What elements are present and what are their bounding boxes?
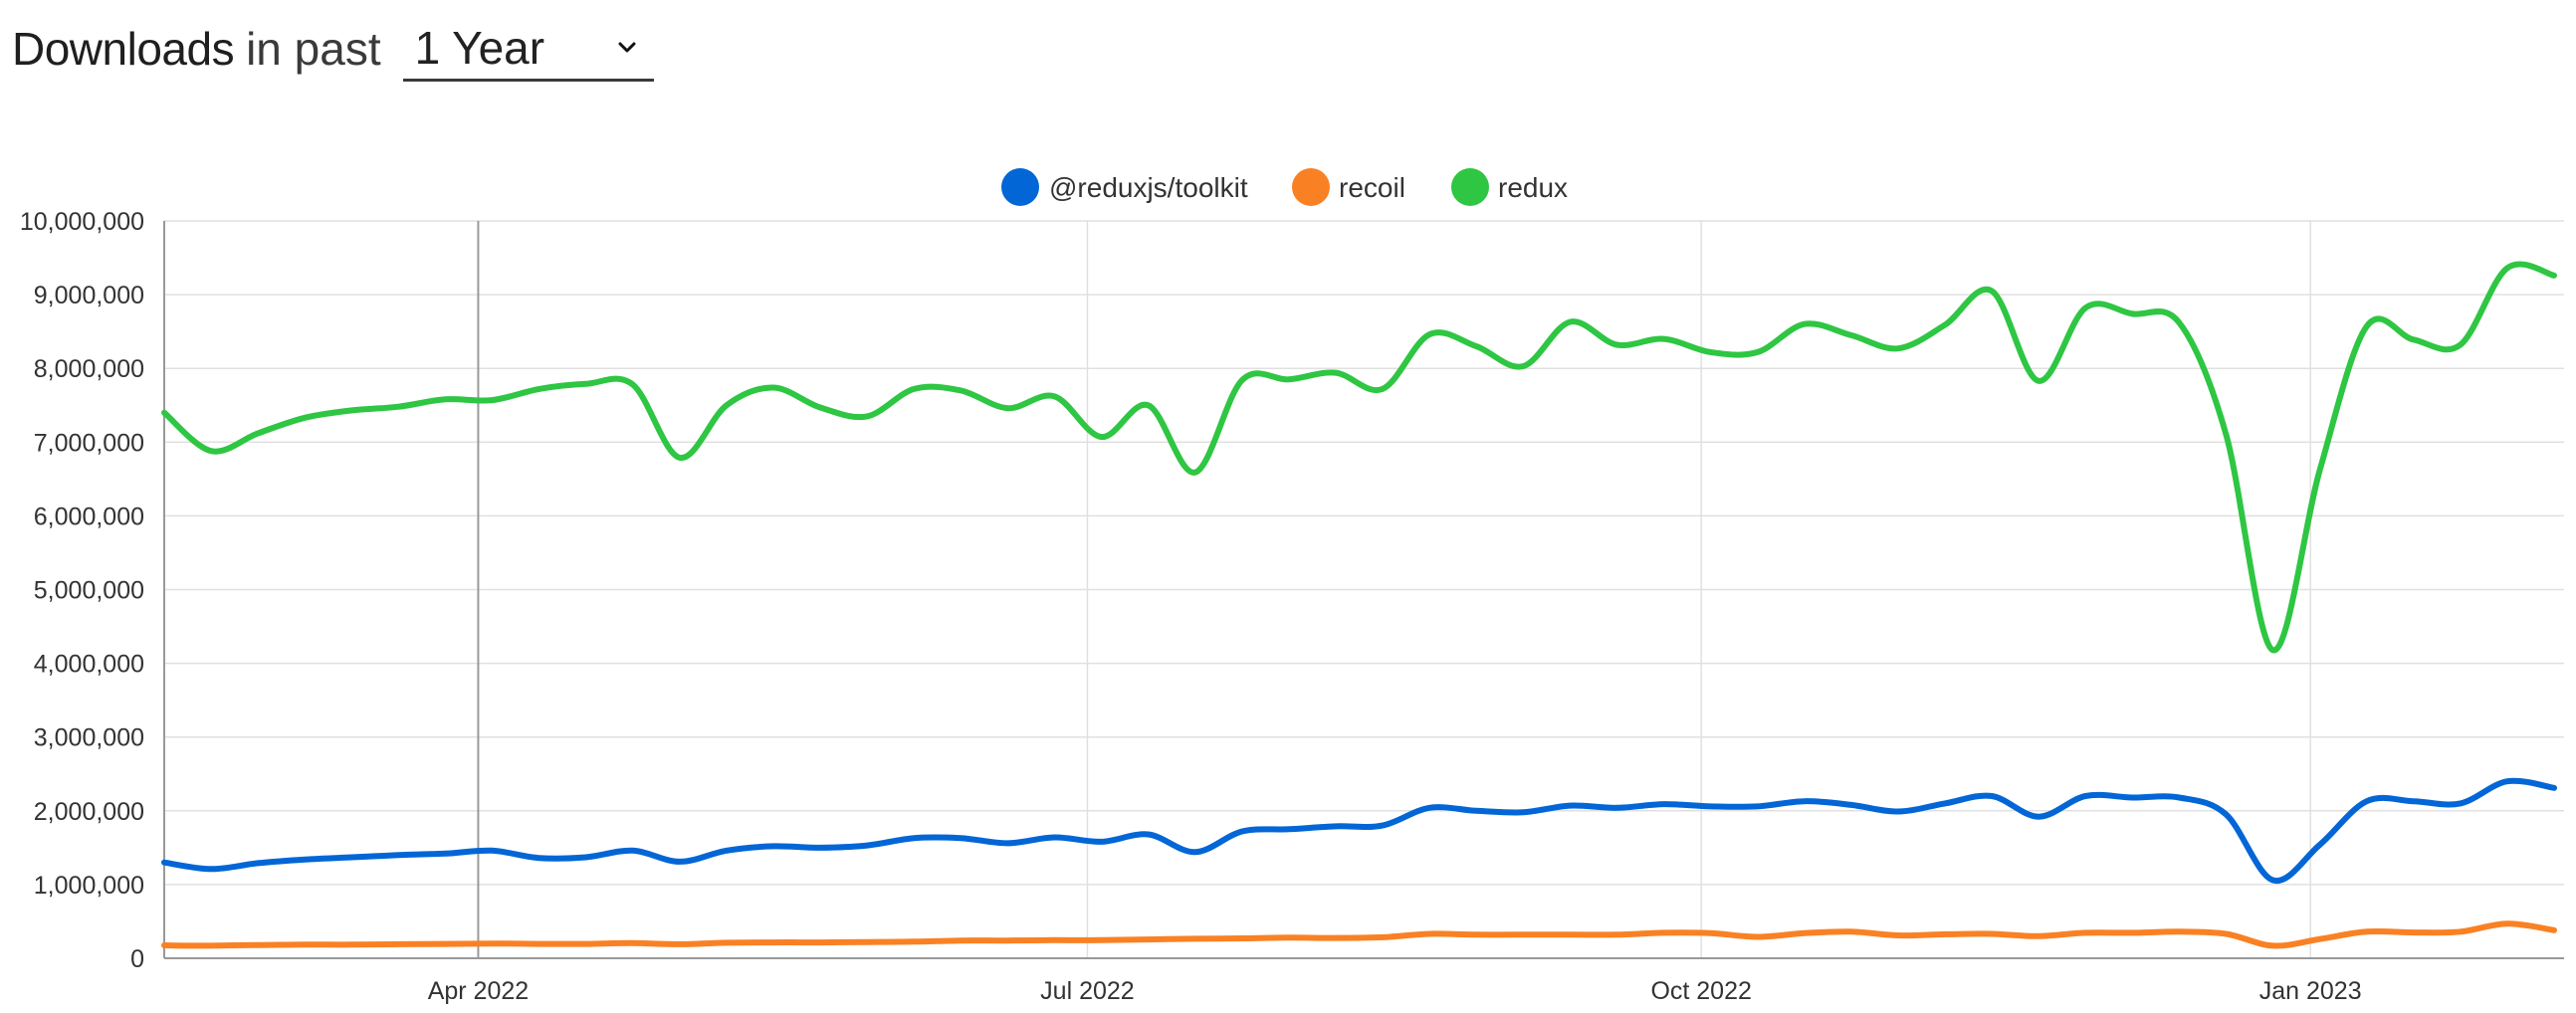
series-line-reduxjs-toolkit bbox=[161, 777, 2557, 885]
y-tick-label: 10,000,000 bbox=[20, 208, 144, 236]
y-tick-label: 4,000,000 bbox=[34, 651, 144, 679]
series-line-redux bbox=[161, 261, 2557, 654]
x-tick-label: Apr 2022 bbox=[428, 977, 529, 1005]
legend-label-recoil: recoil bbox=[1339, 172, 1405, 203]
y-tick-label: 1,000,000 bbox=[34, 872, 144, 900]
y-tick-label: 6,000,000 bbox=[34, 503, 144, 530]
time-range-value: 1 Year bbox=[414, 21, 545, 74]
x-tick-label: Jan 2023 bbox=[2259, 977, 2362, 1005]
header-title: Downloads bbox=[12, 23, 235, 75]
chevron-down-icon bbox=[616, 37, 638, 59]
time-range-select[interactable]: 1 Year bbox=[402, 16, 654, 82]
y-tick-label: 5,000,000 bbox=[34, 577, 144, 605]
legend-marker-reduxjs-toolkit bbox=[1001, 168, 1039, 206]
y-tick-label: 7,000,000 bbox=[34, 429, 144, 457]
y-tick-label: 0 bbox=[130, 945, 144, 973]
downloads-header: Downloads in past 1 Year bbox=[12, 14, 654, 84]
legend-marker-redux bbox=[1451, 168, 1489, 206]
legend-label-reduxjs-toolkit: @reduxjs/toolkit bbox=[1049, 172, 1248, 203]
x-tick-label: Jul 2022 bbox=[1040, 977, 1135, 1005]
series-layer bbox=[161, 261, 2557, 949]
legend-marker-recoil bbox=[1292, 168, 1330, 206]
series-line-recoil bbox=[161, 920, 2557, 949]
y-tick-label: 3,000,000 bbox=[34, 724, 144, 752]
chart-legend: @reduxjs/toolkit recoil redux bbox=[1001, 168, 1568, 206]
legend-label-redux: redux bbox=[1498, 172, 1568, 203]
header-subtitle: in past bbox=[246, 23, 381, 75]
x-tick-label: Oct 2022 bbox=[1650, 977, 1751, 1005]
y-tick-label: 8,000,000 bbox=[34, 355, 144, 383]
axis-layer: 0 1,000,000 2,000,000 3,000,000 4,000,000 5,0… bbox=[20, 208, 2564, 1005]
grid-layer bbox=[164, 220, 2564, 959]
y-tick-label: 9,000,000 bbox=[34, 282, 144, 309]
y-tick-label: 2,000,000 bbox=[34, 798, 144, 826]
